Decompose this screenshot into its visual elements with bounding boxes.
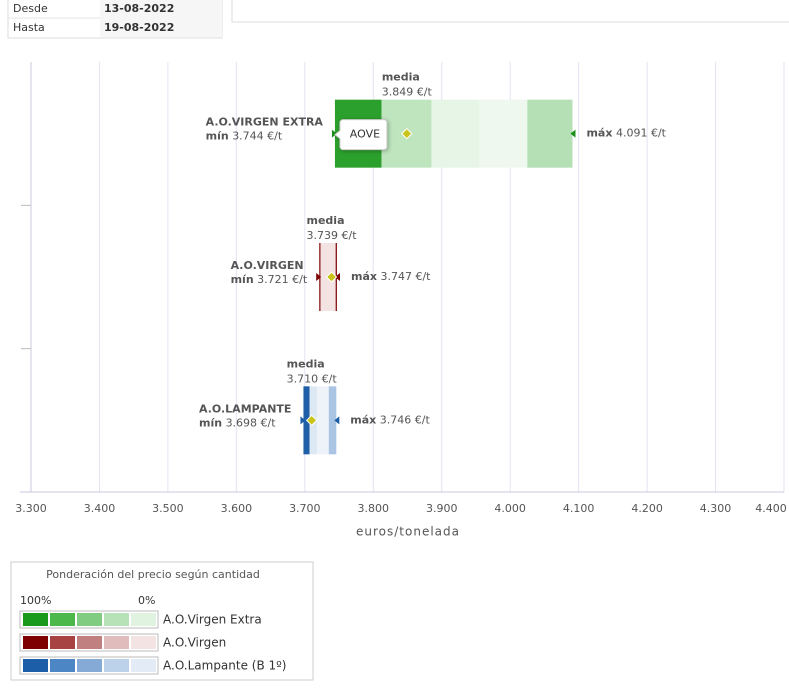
legend-swatch [104,613,129,626]
legend-swatch [23,613,48,626]
table-value: 13-08-2022 [104,2,174,15]
table-label: Desde [13,2,48,15]
mean-value: 3.849 €/t [382,86,433,99]
legend-label: A.O.Lampante (B 1º) [163,659,287,673]
x-tick-label: 3.700 [289,502,321,515]
x-tick-label: 3.300 [15,502,47,515]
legend-swatch [77,659,102,672]
x-tick-label: 3.600 [221,502,253,515]
category-label: A.O.VIRGEN EXTRA [206,116,324,129]
x-tick-label: 3.800 [358,502,390,515]
min-prefix: mín [199,416,222,429]
category-label: A.O.VIRGEN [231,259,304,272]
max-prefix: máx [350,413,376,426]
legend-swatch [50,659,75,672]
x-tick-label: 4.300 [700,502,732,515]
legend-row-frame [19,656,159,675]
min-label: mín 3.698 €/t [199,416,276,429]
legend-high: 100% [20,594,51,607]
max-prefix: máx [586,127,612,140]
table-value-bg [100,0,222,37]
max-marker [570,129,576,138]
legend-label: A.O.Virgen [163,636,226,650]
x-tick-label: 4.400 [755,502,787,515]
min-value: 3.698 €/t [226,416,277,429]
tooltip-label: AOVE [350,128,380,141]
max-label: máx 4.091 €/t [586,127,666,140]
legend-row-frame [19,633,159,652]
min-label: mín 3.744 €/t [206,130,283,143]
min-label: mín 3.721 €/t [231,273,308,286]
legend-row-frame [19,610,159,629]
mean-marker [305,414,318,427]
legend-swatch [23,636,48,649]
mean-prefix: media [287,357,325,370]
legend-swatch [131,659,156,672]
table-value: 19-08-2022 [104,21,174,34]
min-value: 3.721 €/t [257,273,308,286]
min-prefix: mín [231,273,254,286]
legend-swatch [23,659,48,672]
min-marker [300,416,306,425]
mean-marker [325,271,338,283]
mean-value: 3.710 €/t [287,372,338,385]
max-label: máx 3.747 €/t [351,270,431,283]
category-label: A.O.LAMPANTE [199,402,291,415]
weight-band [328,386,337,455]
mean-prefix: media [307,214,345,227]
weight-band [431,99,480,168]
legend-swatch [131,613,156,626]
legend-low: 0% [138,594,155,607]
x-tick-label: 3.900 [426,502,458,515]
legend-label: A.O.Virgen Extra [163,613,262,627]
x-tick-label: 3.400 [84,502,116,515]
x-tick-label: 3.500 [152,502,184,515]
legend-swatch [50,636,75,649]
legend-swatch [104,636,129,649]
min-marker [316,273,322,281]
max-marker [334,273,340,281]
legend-swatch [77,636,102,649]
mean-marker [401,127,413,140]
x-tick-label: 4.200 [631,502,663,515]
weight-band [527,99,573,168]
max-label: máx 3.746 €/t [350,413,430,426]
x-tick-label: 4.000 [494,502,526,515]
x-axis-title: euros/tonelada [356,525,460,539]
max-marker [334,416,340,425]
weight-band [317,386,329,455]
legend-swatch [77,613,102,626]
filter-panel [231,0,789,23]
mean-value: 3.739 €/t [307,229,358,242]
max-value: 3.746 €/t [380,413,431,426]
table-label: Hasta [13,21,45,34]
min-prefix: mín [206,130,229,143]
max-prefix: máx [351,270,377,283]
legend-swatch [50,613,75,626]
mean-prefix: media [382,71,420,84]
x-tick-label: 4.100 [563,502,595,515]
max-value: 3.747 €/t [380,270,431,283]
legend-title: Ponderación del precio según cantidad [46,568,260,581]
weight-band [479,99,528,168]
legend-swatch [104,659,129,672]
tooltip-box [334,119,388,151]
min-value: 3.744 €/t [232,130,283,143]
legend-swatch [131,636,156,649]
min-marker [331,129,337,138]
max-value: 4.091 €/t [616,127,667,140]
